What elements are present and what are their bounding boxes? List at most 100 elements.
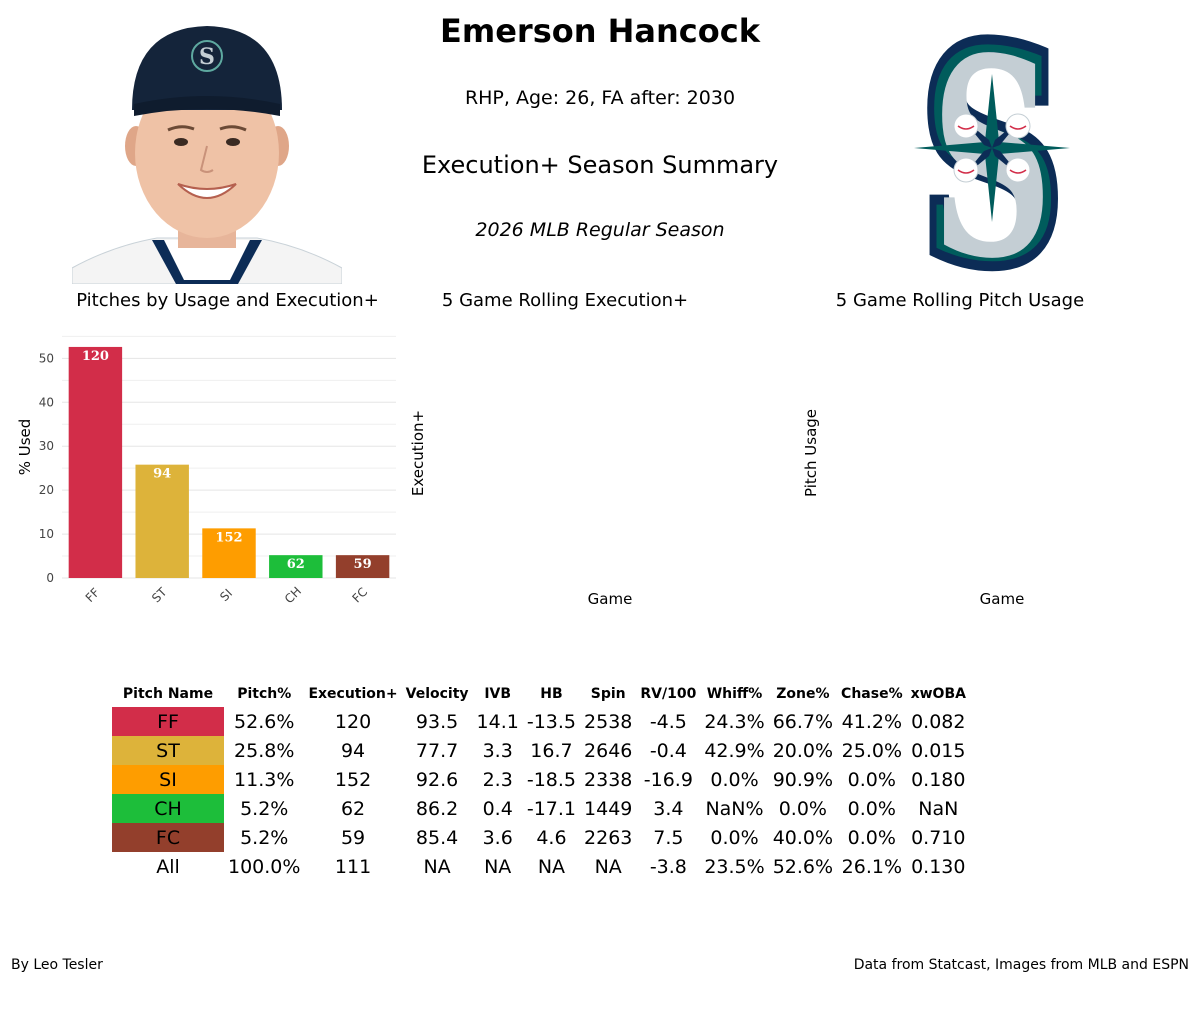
- pitch-name-cell: FF: [112, 707, 224, 736]
- bar-value-label: 152: [215, 530, 242, 545]
- pitch-name-cell: CH: [112, 794, 224, 823]
- y-tick-label: 40: [39, 395, 54, 409]
- table-cell: -18.5: [526, 768, 577, 791]
- author-credit: By Leo Tesler: [11, 957, 103, 973]
- team-logo: S S: [912, 0, 1072, 338]
- column-header: Velocity: [405, 686, 469, 702]
- table-cell: 2646: [584, 739, 633, 762]
- table-cell: 0.015: [911, 739, 966, 762]
- x-tick-label: CH: [282, 584, 304, 606]
- table-cell: 16.7: [530, 739, 573, 762]
- table-cell: 120: [334, 710, 372, 733]
- column-header: Execution+: [308, 686, 398, 702]
- table-cell: -13.5: [526, 710, 577, 733]
- table-cell: 0.4: [482, 797, 513, 820]
- y-tick-label: 10: [39, 527, 54, 541]
- table-cell: 152: [334, 768, 372, 791]
- data-source-credit: Data from Statcast, Images from MLB and …: [853, 957, 1189, 973]
- table-cell: 62: [340, 797, 366, 820]
- pitch-name-cell: ST: [112, 736, 224, 765]
- table-cell: 0.0%: [778, 797, 827, 820]
- table-row: CH 5.2% 62 86.2 0.4 -17.1 1449 3.4 NaN% 0.0% 0.0% N…: [112, 794, 970, 823]
- bar-st: [135, 464, 189, 578]
- pitch-name-cell: All: [156, 855, 180, 878]
- table-cell: 1449: [584, 797, 633, 820]
- table-cell: NaN: [918, 797, 959, 820]
- table-row: FC 5.2% 59 85.4 3.6 4.6 2263 7.5 0.0% 40.0% 0.0% 0.…: [112, 823, 970, 852]
- table-cell: 4.6: [536, 826, 567, 849]
- bar-ff: [68, 346, 123, 578]
- table-cell: 2538: [584, 710, 633, 733]
- table-cell: 0.0%: [710, 768, 759, 791]
- table-cell: 111: [334, 855, 372, 878]
- table-cell: 0.710: [911, 826, 966, 849]
- table-cell: 3.4: [653, 797, 684, 820]
- table-row: ST 25.8% 94 77.7 3.3 16.7 2646 -0.4 42.9% 20.0% 25…: [112, 736, 970, 765]
- x-tick-label: FF: [83, 585, 103, 605]
- table-cell: 20.0%: [772, 739, 834, 762]
- column-header: Chase%: [841, 686, 903, 702]
- table-cell: NaN%: [705, 797, 764, 820]
- y-tick-label: 20: [39, 483, 54, 497]
- pitch-name-cell: SI: [112, 765, 224, 794]
- player-info: RHP, Age: 26, FA after: 2030: [464, 87, 736, 109]
- table-cell: 94: [340, 739, 366, 762]
- table-cell: NA: [423, 855, 451, 878]
- table-cell: 77.7: [415, 739, 459, 762]
- column-header: Pitch Name: [122, 686, 214, 702]
- column-header: Whiff%: [706, 686, 763, 702]
- table-cell: 5.2%: [240, 826, 289, 849]
- bar-ch: [269, 555, 323, 578]
- table-cell: NA: [537, 855, 566, 878]
- table-cell: 85.4: [415, 826, 459, 849]
- usage-bar-chart: 0 10 20 30 40 50 120 FF 94 ST 152 SI 62 CH 59 FC: [39, 335, 396, 606]
- table-cell: -4.5: [649, 710, 687, 733]
- y-tick-label: 30: [39, 439, 54, 453]
- column-header: Spin: [590, 686, 626, 702]
- table-cell: NA: [484, 855, 512, 878]
- table-row: FF 52.6% 120 93.5 14.1 -13.5 2538 -4.5 24.3% 66.7…: [112, 707, 970, 736]
- table-row: SI 11.3% 152 92.6 2.3 -18.5 2338 -16.9 0.0% 90.9%…: [112, 765, 970, 794]
- table-cell: 14.1: [476, 710, 519, 733]
- y-tick-label: 0: [46, 571, 54, 585]
- table-cell: 93.5: [415, 710, 459, 733]
- summary-title: Execution+ Season Summary: [421, 151, 779, 179]
- table-cell: 0.0%: [847, 797, 896, 820]
- table-cell: 2.3: [482, 768, 513, 791]
- table-cell: 3.6: [482, 826, 513, 849]
- table-cell: 11.3%: [234, 768, 295, 791]
- table-cell: 42.9%: [704, 739, 765, 762]
- column-header: HB: [540, 686, 563, 702]
- column-header: xwOBA: [910, 686, 966, 702]
- table-cell: -0.4: [649, 739, 687, 762]
- usage-y-axis-label: % Used: [16, 418, 34, 476]
- bar-fc: [335, 555, 390, 578]
- table-cell: 7.5: [653, 826, 684, 849]
- table-cell: 0.130: [911, 855, 966, 878]
- table-cell: 86.2: [415, 797, 459, 820]
- table-cell: 26.1%: [841, 855, 902, 878]
- season-label: 2026 MLB Regular Season: [475, 219, 725, 241]
- rolling-execution-y-axis-label: Execution+: [409, 409, 427, 497]
- rolling-usage-title: 5 Game Rolling Pitch Usage: [835, 290, 1085, 311]
- column-header: IVB: [484, 686, 512, 702]
- table-cell: 100.0%: [228, 855, 301, 878]
- table-cell: 23.5%: [704, 855, 765, 878]
- column-header: Zone%: [776, 686, 830, 702]
- bar-si: [202, 528, 256, 578]
- table-header-row: Pitch Name Pitch% Execution+ Velocity IVB HB S…: [112, 681, 970, 707]
- table-cell: 25.0%: [841, 739, 902, 762]
- table-cell: -16.9: [643, 768, 693, 791]
- pitch-summary-table: Pitch Name Pitch% Execution+ Velocity IVB HB S…: [112, 681, 970, 881]
- table-cell: 24.3%: [704, 710, 765, 733]
- x-tick-label: ST: [149, 584, 170, 605]
- bar-value-label: 59: [354, 557, 372, 572]
- table-cell: 5.2%: [240, 797, 289, 820]
- x-tick-label: SI: [217, 586, 235, 604]
- rolling-execution-x-axis-label: Game: [587, 590, 633, 608]
- table-cell: 2338: [584, 768, 633, 791]
- bar-value-label: 94: [153, 467, 171, 482]
- table-cell: 2263: [584, 826, 633, 849]
- rolling-usage-x-axis-label: Game: [979, 590, 1025, 608]
- table-cell: 40.0%: [772, 826, 834, 849]
